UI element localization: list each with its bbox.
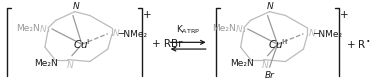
Text: ─NMe₂: ─NMe₂ xyxy=(118,30,147,39)
Text: Cu$^{\mathsf{I}}$: Cu$^{\mathsf{I}}$ xyxy=(73,37,91,51)
Text: +: + xyxy=(341,10,349,20)
Text: N: N xyxy=(262,61,269,70)
Text: Me₂N: Me₂N xyxy=(230,59,254,68)
Text: K$_{\mathsf{ATRP}}$: K$_{\mathsf{ATRP}}$ xyxy=(176,23,200,36)
Text: N: N xyxy=(113,29,119,38)
Text: N: N xyxy=(40,25,47,34)
Text: +: + xyxy=(143,10,151,20)
Text: N: N xyxy=(67,61,73,70)
Text: ─NMe₂: ─NMe₂ xyxy=(313,30,342,39)
Text: N: N xyxy=(308,29,315,38)
Text: + R$^{\bullet}$: + R$^{\bullet}$ xyxy=(346,38,371,50)
Text: N: N xyxy=(73,2,79,11)
Text: Me₂N: Me₂N xyxy=(212,24,235,33)
Text: N: N xyxy=(267,2,274,11)
Text: + RBr: + RBr xyxy=(152,39,182,49)
Text: Br: Br xyxy=(265,71,274,80)
Text: Me₂N: Me₂N xyxy=(34,59,58,68)
Text: Me₂N: Me₂N xyxy=(16,24,40,33)
Text: Cu$^{\mathsf{II}}$: Cu$^{\mathsf{II}}$ xyxy=(268,37,287,51)
Text: N: N xyxy=(236,25,243,34)
